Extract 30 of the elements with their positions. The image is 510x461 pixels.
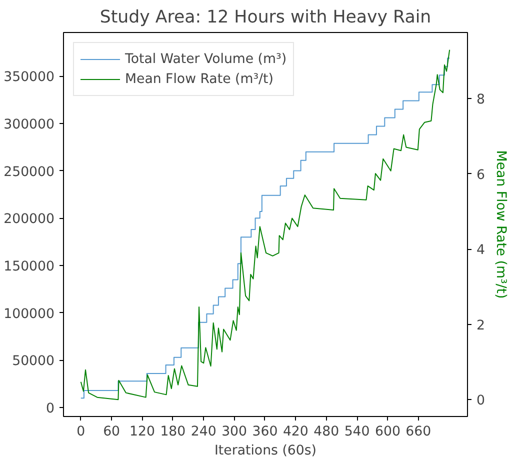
x-tick-label: 540 — [344, 424, 370, 440]
x-tick-label: 240 — [190, 424, 216, 440]
x-tick-label: 180 — [160, 424, 186, 440]
y-tick-label: 300000 — [4, 117, 55, 132]
y-tick-label: 50000 — [12, 354, 55, 370]
legend-label: Mean Flow Rate (m³/t) — [125, 72, 274, 86]
y2-tick-label: 6 — [476, 168, 485, 183]
x-tick-label: 120 — [130, 424, 155, 440]
x-tick-label: 480 — [314, 424, 340, 440]
x-tick-label: 600 — [375, 424, 400, 440]
y2-axis-title: Mean Flow Rate (m³/t) — [492, 150, 508, 299]
y-tick-label: 200000 — [4, 212, 55, 228]
y2-tick-label: 2 — [476, 318, 485, 334]
x-tick-label: 60 — [103, 424, 120, 440]
x-tick-label: 0 — [76, 424, 86, 440]
x-axis-title: Iterations (60s) — [214, 444, 317, 458]
y-tick-label: 250000 — [4, 164, 55, 180]
y2-tick-label: 4 — [476, 243, 485, 258]
y-tick-label: 0 — [46, 402, 55, 417]
y-tick-label: 350000 — [4, 70, 55, 86]
chart-title: Study Area: 12 Hours with Heavy Rain — [100, 8, 432, 28]
x-tick-label: 660 — [406, 424, 432, 440]
x-tick-label: 420 — [282, 424, 308, 440]
x-tick-label: 360 — [252, 424, 278, 440]
y-tick-label: 150000 — [4, 260, 55, 275]
y-tick-label: 100000 — [4, 306, 55, 322]
legend-label: Total Water Volume (m³) — [125, 52, 287, 66]
y2-tick-label: 8 — [476, 92, 485, 108]
x-tick-label: 300 — [222, 424, 248, 440]
y2-tick-label: 0 — [476, 394, 485, 409]
